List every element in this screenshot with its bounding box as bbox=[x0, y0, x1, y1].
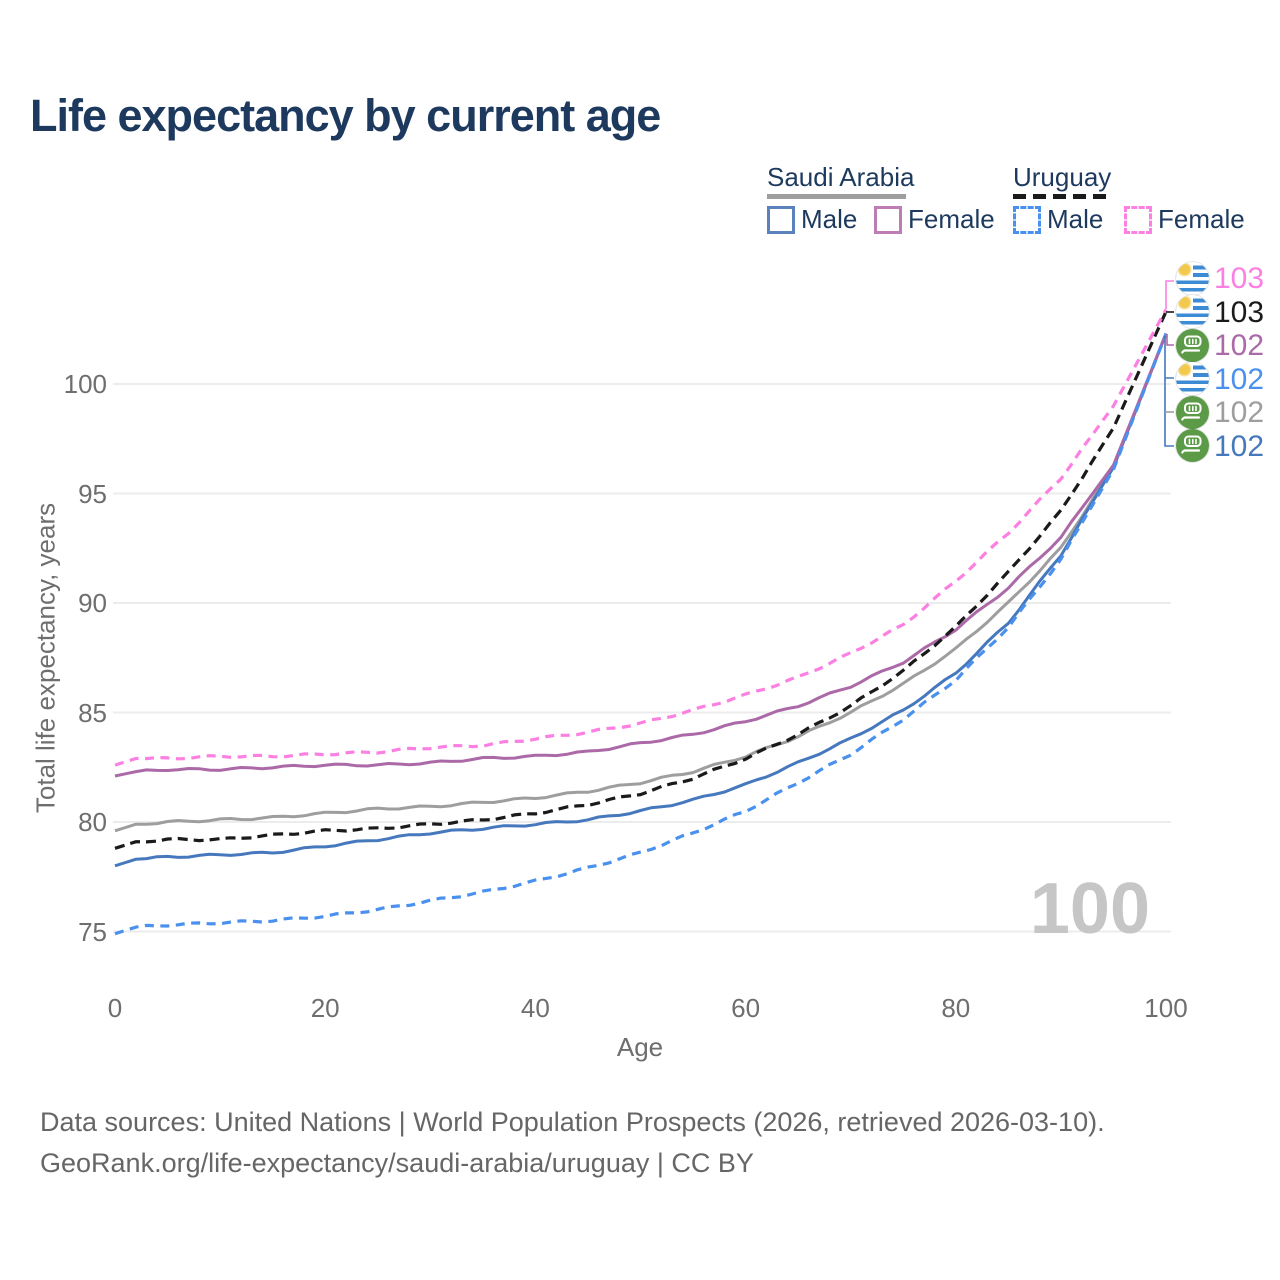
legend-item-saudi-female[interactable]: Female bbox=[874, 204, 995, 235]
legend-item-uruguay-female[interactable]: Female bbox=[1124, 204, 1245, 235]
legend-item-saudi-male[interactable]: Male bbox=[767, 204, 857, 235]
legend-label: Female bbox=[1158, 204, 1245, 234]
x-tick-label: 100 bbox=[1144, 993, 1188, 1023]
y-tick-label: 80 bbox=[78, 807, 107, 837]
legend-label: Male bbox=[1047, 204, 1104, 234]
x-tick-label: 0 bbox=[107, 993, 123, 1023]
uruguay-flag-icon bbox=[1176, 261, 1209, 295]
legend-label: Female bbox=[908, 204, 995, 234]
y-tick-label: 90 bbox=[78, 588, 107, 618]
x-axis-title: Age bbox=[616, 1032, 664, 1062]
end-label-connector bbox=[1166, 334, 1174, 346]
uruguay-flag-icon bbox=[1176, 295, 1209, 328]
end-label-connector bbox=[1164, 336, 1174, 447]
saudi-male-swatch-icon bbox=[767, 205, 795, 234]
end-value-label: 102 bbox=[1214, 329, 1265, 362]
series-line-uruguay-male bbox=[114, 333, 1168, 936]
y-axis-title: Total life expectancy, years bbox=[30, 502, 61, 814]
legend-group-uruguay[interactable]: Uruguay bbox=[1013, 162, 1112, 192]
x-tick-label: 60 bbox=[731, 993, 761, 1023]
series-line-saudi-arabia-male bbox=[114, 333, 1168, 868]
legend-item-uruguay-male[interactable]: Male bbox=[1013, 204, 1103, 235]
age-watermark: 100 bbox=[1029, 869, 1150, 949]
legend-group-saudi-arabia[interactable]: Saudi Arabia bbox=[767, 162, 915, 192]
uruguay-female-swatch-icon bbox=[1124, 205, 1152, 234]
end-value-label: 103 bbox=[1214, 295, 1265, 329]
end-label-connector bbox=[1165, 280, 1174, 309]
legend-label: Male bbox=[801, 204, 858, 234]
saudi-arabia-flag-icon bbox=[1176, 429, 1209, 462]
series-line-uruguay-female bbox=[114, 308, 1168, 767]
end-value-label: 102 bbox=[1214, 362, 1265, 396]
y-tick-label: 75 bbox=[78, 916, 107, 947]
saudi-female-swatch-icon bbox=[874, 205, 902, 234]
x-tick-label: 80 bbox=[941, 993, 971, 1023]
series-line-saudi-arabia-total bbox=[114, 333, 1168, 833]
legend-uruguay-line-sample bbox=[1013, 194, 1110, 199]
data-sources-note: Data sources: United Nations | World Pop… bbox=[40, 1107, 1105, 1137]
end-value-label: 103 bbox=[1214, 262, 1265, 295]
uruguay-male-swatch-icon bbox=[1013, 205, 1041, 234]
attribution-note: GeoRank.org/life-expectancy/saudi-arabia… bbox=[40, 1148, 754, 1178]
series-line-saudi-arabia-female bbox=[114, 333, 1168, 778]
y-tick-label: 100 bbox=[63, 369, 107, 399]
y-tick-label: 85 bbox=[78, 697, 107, 728]
legend-saudi-line-sample bbox=[767, 194, 906, 199]
saudi-arabia-flag-icon bbox=[1176, 395, 1209, 429]
uruguay-flag-icon bbox=[1176, 362, 1209, 395]
x-tick-label: 20 bbox=[310, 993, 340, 1023]
end-value-label: 102 bbox=[1214, 396, 1265, 429]
end-value-label: 102 bbox=[1214, 429, 1265, 463]
saudi-arabia-flag-icon bbox=[1176, 328, 1209, 362]
series-line-uruguay-total bbox=[114, 311, 1168, 850]
y-tick-label: 95 bbox=[78, 478, 107, 509]
x-tick-label: 40 bbox=[520, 993, 550, 1023]
page-title: Life expectancy by current age bbox=[30, 90, 661, 141]
